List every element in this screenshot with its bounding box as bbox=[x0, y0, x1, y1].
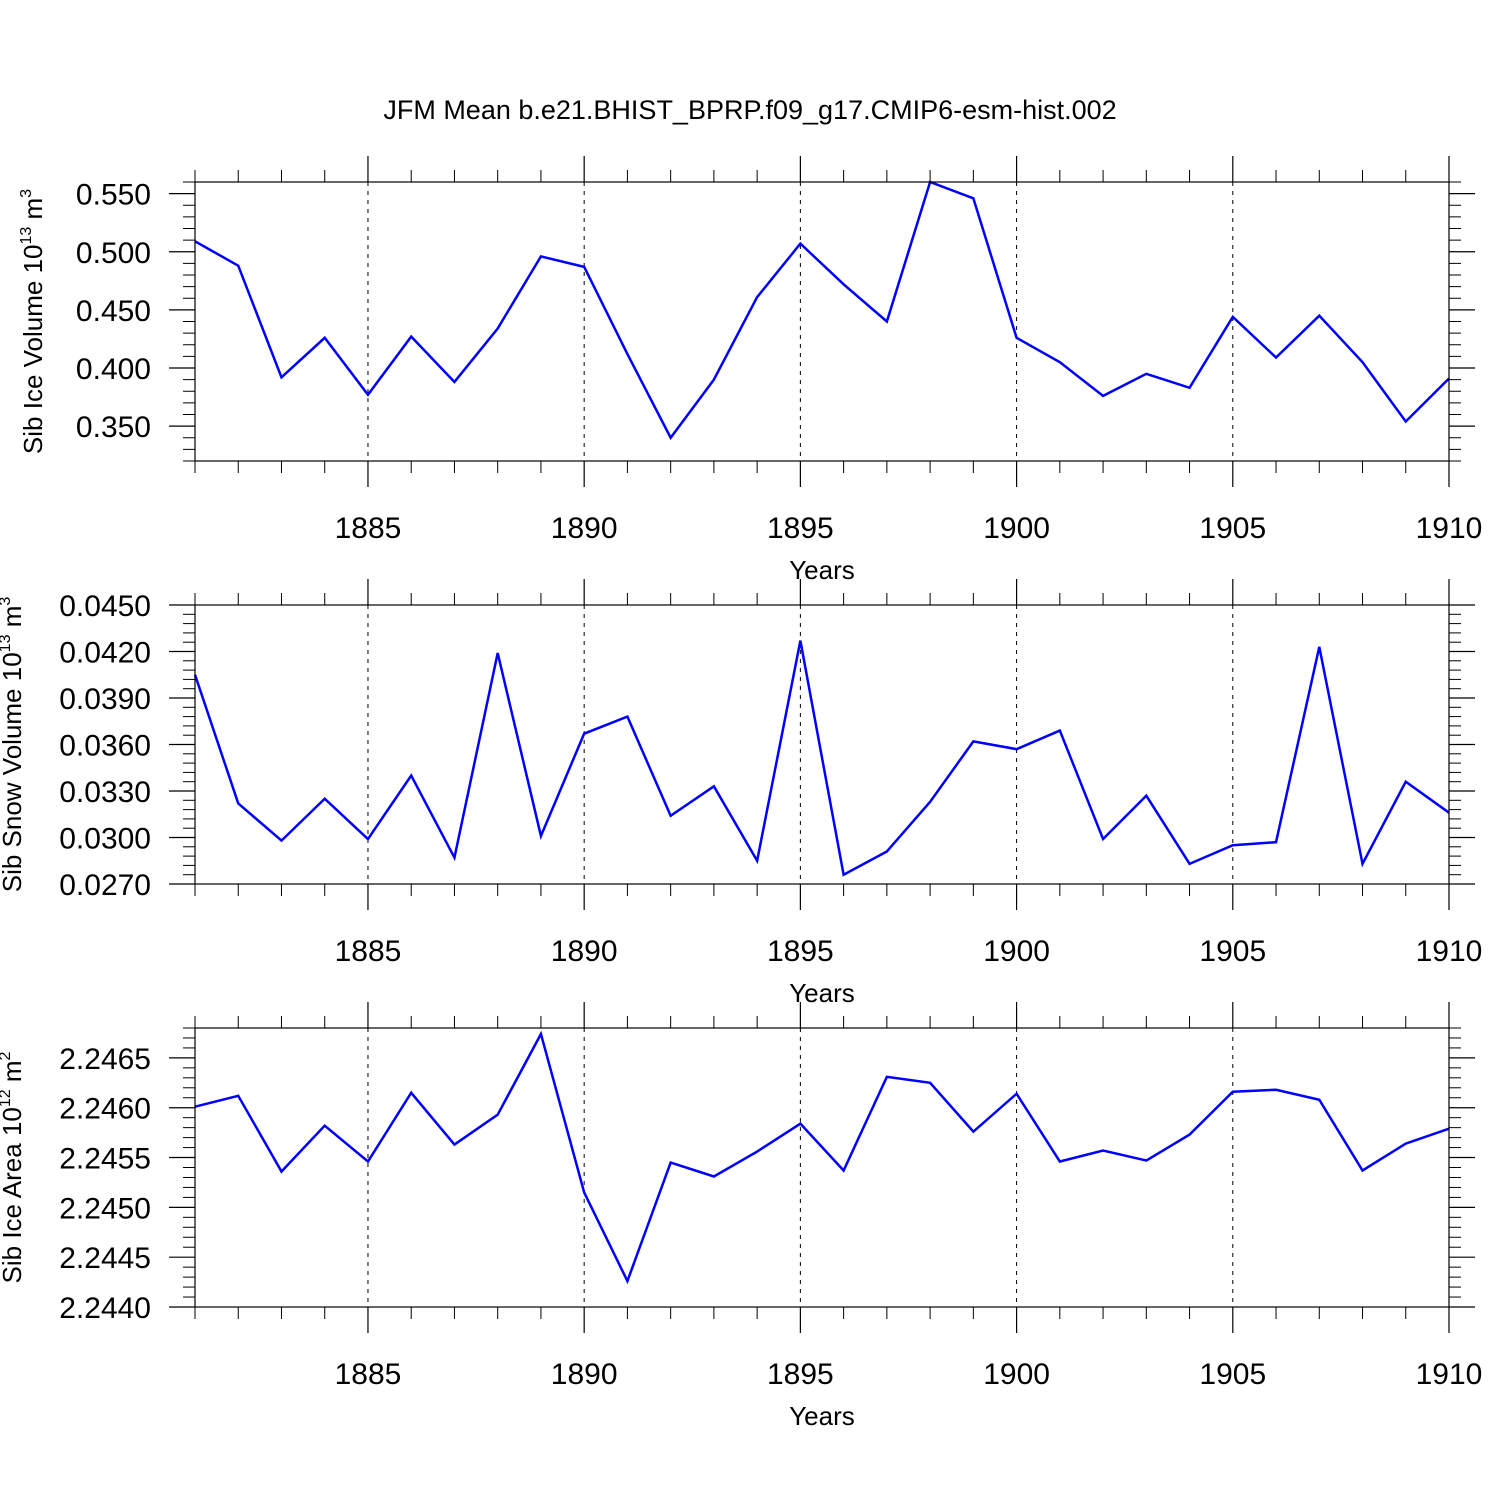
snow-volume-xtick-label: 1905 bbox=[1199, 935, 1266, 968]
ice-area-xtick-label: 1885 bbox=[335, 1358, 402, 1391]
ice-area-plot-frame bbox=[194, 1027, 1450, 1308]
panel-ice-volume: 0.350 0.400 0.450 0.500 0.550 1885 1890 1895 19… bbox=[18, 156, 1482, 585]
snow-volume-ytick-label: 0.0270 bbox=[59, 869, 151, 902]
snow-volume-xtick-label: 1900 bbox=[983, 935, 1050, 968]
snow-volume-xtick-label: 1910 bbox=[1416, 935, 1483, 968]
ice-area-xtick-label: 1905 bbox=[1199, 1358, 1266, 1391]
snow-volume-ytick-label: 0.0390 bbox=[59, 683, 151, 716]
snow-volume-xtick-label: 1885 bbox=[335, 935, 402, 968]
panel-ice-area: 2.2440 2.2445 2.2450 2.2455 2.2460 2.2465 188… bbox=[0, 1002, 1482, 1431]
snow-volume-ytick-label: 0.0300 bbox=[59, 823, 151, 856]
ice-area-ytick-label: 2.2460 bbox=[59, 1093, 151, 1126]
ice-area-xtick-label: 1900 bbox=[983, 1358, 1050, 1391]
ice-volume-ytick-label: 0.450 bbox=[76, 295, 151, 328]
snow-volume-line bbox=[193, 640, 1450, 877]
snow-volume-plot-frame bbox=[194, 604, 1450, 885]
snow-volume-ytick-label: 0.0330 bbox=[59, 776, 151, 809]
snow-volume-ytick-label: 0.0360 bbox=[59, 730, 151, 763]
ice-volume-line bbox=[194, 180, 1450, 441]
ice-area-ytick-label: 2.2455 bbox=[59, 1143, 151, 1176]
ice-area-ytick-label: 2.2440 bbox=[59, 1292, 151, 1325]
ice-volume-ytick-label: 0.500 bbox=[76, 237, 151, 270]
panel-snow-volume: 0.0270 0.0300 0.0330 0.0360 0.0390 0.0420 0.04… bbox=[0, 579, 1482, 1008]
ice-volume-ylabel: Sib Ice Volume 1013 m3 bbox=[18, 189, 48, 454]
ice-area-xtick-label: 1910 bbox=[1416, 1358, 1483, 1391]
snow-volume-ylabel: Sib Snow Volume 1013 m3 bbox=[0, 597, 27, 893]
snow-volume-ytick-label: 0.0420 bbox=[59, 637, 151, 670]
ice-volume-xtick-label: 1900 bbox=[983, 512, 1050, 545]
ice-area-xlabel: Years bbox=[789, 1401, 855, 1431]
ice-volume-xlabel: Years bbox=[789, 555, 855, 585]
ice-volume-plot-frame bbox=[194, 181, 1450, 462]
ice-volume-ytick-label: 0.350 bbox=[76, 411, 151, 444]
ice-area-ytick-label: 2.2465 bbox=[59, 1043, 151, 1076]
snow-volume-xtick-label: 1895 bbox=[767, 935, 834, 968]
ice-volume-ytick-label: 0.550 bbox=[76, 179, 151, 212]
ice-volume-xtick-label: 1885 bbox=[335, 512, 402, 545]
ice-volume-xtick-label: 1910 bbox=[1416, 512, 1483, 545]
ice-area-ylabel: Sib Ice Area 1012 m2 bbox=[0, 1051, 27, 1283]
ice-area-xtick-label: 1895 bbox=[767, 1358, 834, 1391]
chart-title: JFM Mean b.e21.BHIST_BPRP.f09_g17.CMIP6-… bbox=[383, 95, 1116, 125]
ice-area-ytick-label: 2.2445 bbox=[59, 1242, 151, 1275]
ice-area-xtick-label: 1890 bbox=[551, 1358, 618, 1391]
ice-volume-xtick-label: 1905 bbox=[1199, 512, 1266, 545]
snow-volume-xtick-label: 1890 bbox=[551, 935, 618, 968]
ice-volume-ytick-label: 0.400 bbox=[76, 353, 151, 386]
ice-area-ytick-label: 2.2450 bbox=[59, 1192, 151, 1225]
ice-area-line bbox=[194, 1030, 1450, 1285]
ice-volume-xtick-label: 1895 bbox=[767, 512, 834, 545]
snow-volume-xlabel: Years bbox=[789, 978, 855, 1008]
ice-volume-xtick-label: 1890 bbox=[551, 512, 618, 545]
snow-volume-ytick-label: 0.0450 bbox=[59, 590, 151, 623]
